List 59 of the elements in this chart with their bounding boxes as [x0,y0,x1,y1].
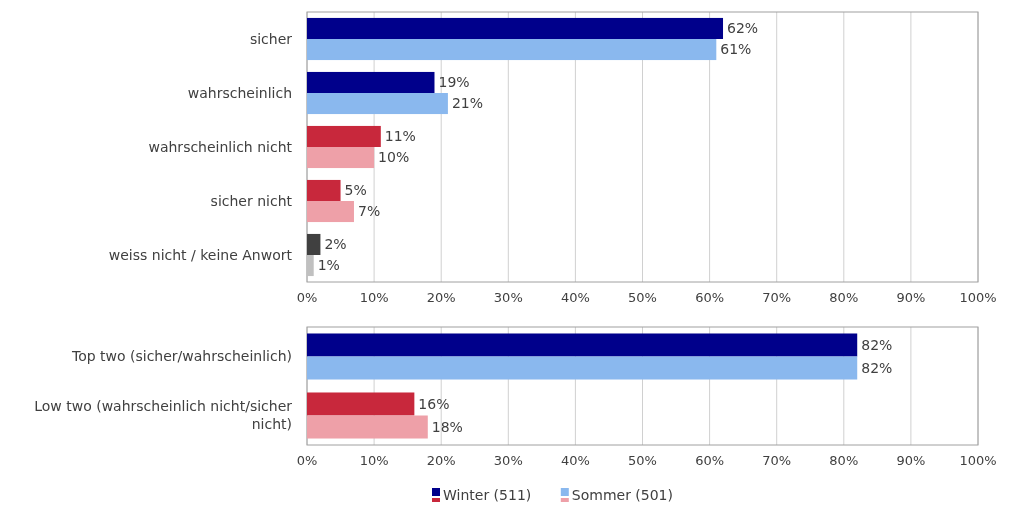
bar [307,17,724,39]
x-tick-label: 60% [695,290,725,305]
y-tick-label: wahrscheinlich nicht [148,138,293,155]
bar [307,333,858,357]
bar [307,125,381,147]
y-tick-label: Low two (wahrscheinlich nicht/sicher nicht) [34,398,293,433]
bar [307,39,717,61]
data-label: 2% [324,236,347,253]
data-label: 16% [418,395,450,412]
x-tick-label: 100% [959,290,997,305]
data-label: 7% [357,203,381,220]
x-tick-label: 80% [829,453,859,468]
x-tick-label: 10% [359,453,389,468]
data-label: 11% [384,128,416,145]
x-tick-label: 90% [896,290,926,305]
bar [307,356,858,380]
bar [307,255,314,277]
bar [307,179,341,201]
legend-label: Sommer (501) [571,486,673,503]
y-tick-label: sicher [249,30,293,47]
x-tick-label: 0% [296,453,318,468]
x-tick-label: 30% [493,453,523,468]
bar [307,71,435,93]
x-tick-label: 50% [628,453,657,468]
x-tick-label: 40% [560,453,590,468]
x-tick-label: 0% [296,290,318,305]
x-tick-label: 50% [628,290,657,305]
y-tick-label: weiss nicht / keine Anwort [108,246,293,263]
x-tick-label: 20% [426,290,456,305]
x-tick-label: 30% [493,290,523,305]
data-label: 82% [861,336,893,353]
x-tick-label: 100% [959,453,997,468]
legend-label: Winter (511) [443,486,532,503]
bar [307,93,448,115]
x-tick-label: 10% [359,290,389,305]
bar [307,233,321,255]
data-label: 82% [861,359,893,376]
bar [307,147,375,169]
data-label: 10% [378,149,410,166]
y-tick-label: wahrscheinlich [187,84,292,101]
data-label: 18% [431,418,463,435]
x-tick-label: 20% [426,453,456,468]
x-tick-label: 90% [896,453,926,468]
x-tick-label: 40% [560,290,590,305]
x-tick-label: 70% [762,453,792,468]
y-tick-label: sicher nicht [210,192,293,209]
data-label: 19% [438,74,470,91]
data-label: 62% [727,20,759,37]
data-label: 61% [720,41,752,58]
x-tick-label: 60% [695,453,725,468]
bar [307,415,428,439]
data-label: 1% [317,257,340,274]
x-tick-label: 80% [829,290,859,305]
data-label: 21% [451,95,484,112]
bar [307,392,415,416]
data-label: 5% [344,182,367,199]
x-tick-label: 70% [762,290,792,305]
y-tick-label: Top two (sicher/wahrscheinlich) [70,348,292,365]
bar [307,201,354,223]
